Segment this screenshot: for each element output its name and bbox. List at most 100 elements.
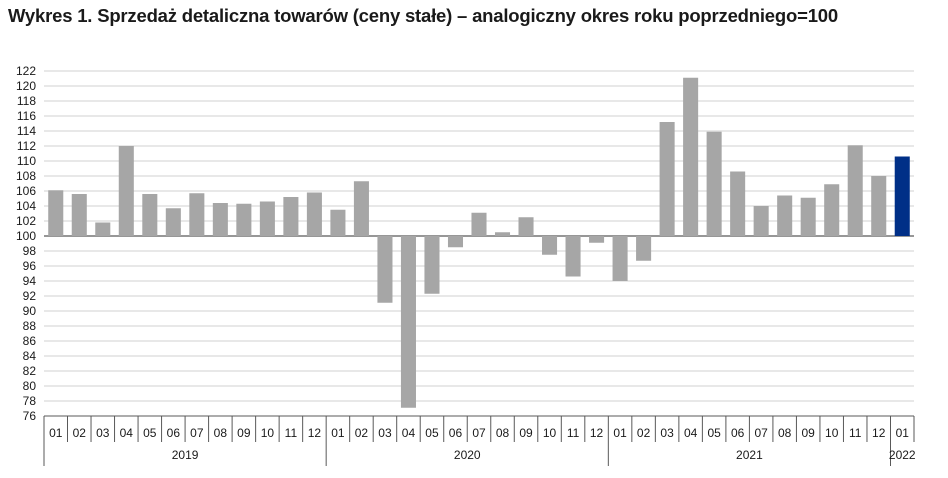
category-label: 02 bbox=[637, 426, 651, 440]
category-label: 04 bbox=[120, 426, 134, 440]
category-label: 05 bbox=[143, 426, 157, 440]
category-label: 06 bbox=[449, 426, 463, 440]
category-label: 01 bbox=[331, 426, 345, 440]
bar bbox=[95, 222, 111, 236]
category-label: 07 bbox=[754, 426, 768, 440]
bars bbox=[48, 77, 910, 408]
bar bbox=[612, 236, 628, 281]
category-label: 01 bbox=[49, 426, 63, 440]
y-tick-label: 76 bbox=[23, 409, 37, 423]
bar bbox=[236, 203, 252, 236]
bar bbox=[283, 197, 299, 236]
category-label: 11 bbox=[285, 426, 298, 440]
bar bbox=[48, 190, 64, 236]
bar bbox=[706, 131, 722, 236]
year-label: 2019 bbox=[172, 448, 199, 462]
category-label: 12 bbox=[590, 426, 604, 440]
y-tick-label: 114 bbox=[17, 124, 36, 138]
bar bbox=[424, 236, 440, 294]
category-label: 01 bbox=[896, 426, 910, 440]
y-tick-label: 104 bbox=[16, 199, 36, 213]
bar-highlighted bbox=[894, 156, 910, 236]
bar bbox=[589, 236, 605, 243]
y-tick-label: 84 bbox=[23, 349, 37, 363]
y-tick-label: 106 bbox=[16, 184, 36, 198]
category-label: 05 bbox=[707, 426, 721, 440]
bar bbox=[847, 145, 863, 236]
bar bbox=[189, 193, 205, 236]
bar bbox=[542, 236, 558, 255]
y-tick-label: 98 bbox=[23, 244, 37, 258]
bar bbox=[777, 195, 793, 236]
y-tick-label: 80 bbox=[23, 379, 37, 393]
category-label: 12 bbox=[872, 426, 886, 440]
y-tick-label: 118 bbox=[17, 94, 36, 108]
category-label: 03 bbox=[660, 426, 674, 440]
category-label: 06 bbox=[731, 426, 745, 440]
bar bbox=[518, 217, 534, 236]
bar bbox=[636, 236, 652, 261]
category-label: 02 bbox=[355, 426, 369, 440]
category-label: 07 bbox=[190, 426, 204, 440]
category-label: 12 bbox=[308, 426, 322, 440]
gridlines bbox=[44, 70, 914, 417]
bar bbox=[683, 77, 699, 236]
category-label: 09 bbox=[802, 426, 816, 440]
year-label: 2022 bbox=[889, 448, 916, 462]
category-label: 04 bbox=[402, 426, 416, 440]
bar bbox=[259, 201, 275, 236]
bar bbox=[730, 171, 746, 236]
y-axis-ticks: 7678808284868890929496981001021041061081… bbox=[16, 64, 36, 423]
category-label: 10 bbox=[261, 426, 275, 440]
y-tick-label: 78 bbox=[23, 394, 37, 408]
y-tick-label: 120 bbox=[16, 79, 36, 93]
category-label: 06 bbox=[167, 426, 181, 440]
category-axis: 01 02 03 04 05 06 07 08 09 10 11 12 01 02 03 04 05 06 07 08… bbox=[43, 415, 916, 466]
y-tick-label: 94 bbox=[23, 274, 37, 288]
y-tick-label: 110 bbox=[17, 154, 36, 168]
y-tick-label: 86 bbox=[23, 334, 37, 348]
bar bbox=[353, 181, 369, 236]
category-label: 09 bbox=[519, 426, 533, 440]
category-label: 11 bbox=[567, 426, 580, 440]
year-label: 2020 bbox=[454, 448, 481, 462]
bar bbox=[824, 184, 840, 236]
y-tick-label: 102 bbox=[16, 214, 36, 228]
chart-title: Wykres 1. Sprzedaż detaliczna towarów (c… bbox=[8, 5, 838, 26]
y-tick-label: 116 bbox=[17, 109, 36, 123]
category-label: 08 bbox=[778, 426, 792, 440]
bar bbox=[447, 236, 464, 248]
bar bbox=[871, 176, 887, 236]
bar bbox=[659, 122, 675, 236]
bar bbox=[377, 236, 393, 303]
bar bbox=[800, 197, 816, 236]
y-tick-label: 96 bbox=[23, 259, 37, 273]
category-label: 01 bbox=[613, 426, 627, 440]
y-tick-label: 108 bbox=[16, 169, 36, 183]
category-label: 10 bbox=[543, 426, 557, 440]
bar bbox=[494, 232, 511, 236]
category-label: 03 bbox=[96, 426, 110, 440]
bar bbox=[330, 209, 346, 236]
bar bbox=[471, 212, 487, 236]
bar bbox=[400, 236, 416, 408]
bar bbox=[118, 146, 134, 236]
bar bbox=[165, 208, 181, 236]
year-label: 2021 bbox=[736, 448, 763, 462]
category-label: 10 bbox=[825, 426, 839, 440]
y-tick-label: 88 bbox=[23, 319, 37, 333]
bar bbox=[142, 194, 158, 236]
y-tick-label: 112 bbox=[17, 139, 36, 153]
bar bbox=[212, 203, 228, 236]
category-label: 03 bbox=[378, 426, 392, 440]
category-label: 02 bbox=[73, 426, 87, 440]
y-tick-label: 82 bbox=[23, 364, 37, 378]
category-label: 08 bbox=[214, 426, 228, 440]
bar bbox=[306, 192, 322, 236]
category-label: 11 bbox=[849, 426, 862, 440]
category-label: 07 bbox=[472, 426, 486, 440]
category-label: 04 bbox=[684, 426, 698, 440]
bar bbox=[753, 206, 769, 236]
y-tick-label: 100 bbox=[16, 229, 36, 243]
